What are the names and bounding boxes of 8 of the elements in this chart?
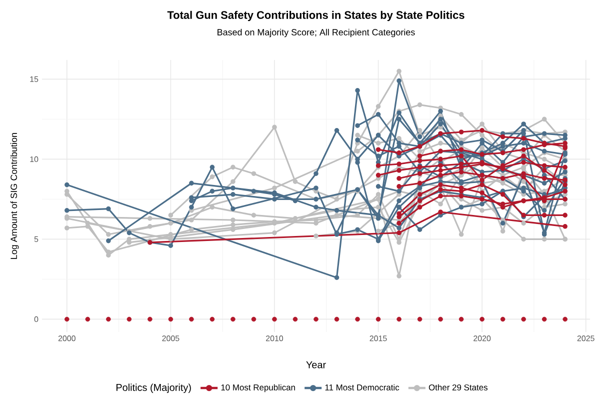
- chart-title: Total Gun Safety Contributions in States by State Politics: [167, 10, 464, 22]
- y-axis-title: Log Amount of SIG Contribution: [10, 133, 19, 259]
- x-axis-title: Year: [306, 361, 326, 368]
- legend-label: 10 Most Republican: [221, 384, 295, 392]
- legend-label: 11 Most Democratic: [325, 384, 400, 390]
- chart-subtitle: Based on Majority Score; All Recipient Categories: [218, 28, 415, 38]
- legend-label: Other 29 States: [428, 384, 488, 390]
- legend-title: Politics (Majority): [116, 384, 191, 393]
